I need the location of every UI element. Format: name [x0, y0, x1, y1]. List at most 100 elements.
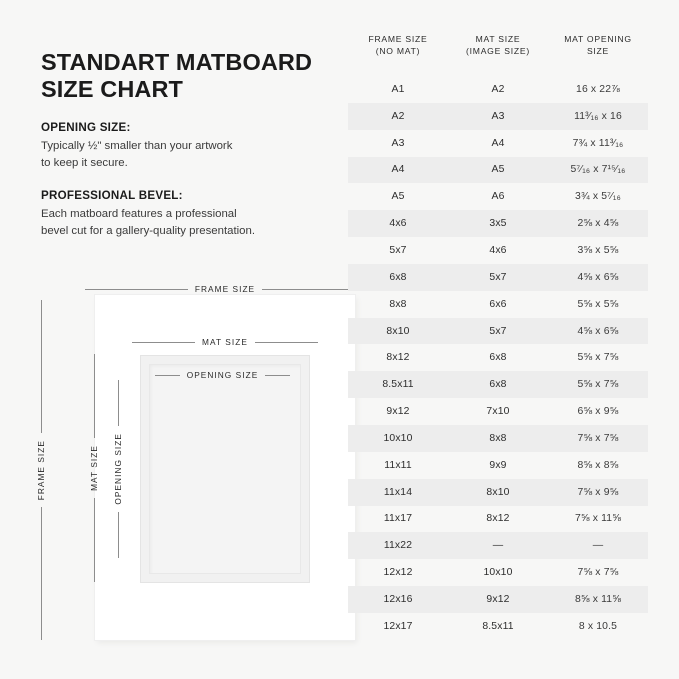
measure-rule-bottom [40, 507, 42, 641]
cell-frame-size: 8.5x11 [382, 379, 414, 391]
cell-mat-opening-size: 5⅝ x 7⅝ [577, 352, 619, 364]
table-row: 8x10 5x7 4⅝ x 6⅝ [348, 317, 648, 345]
cell-frame-size: A2 [391, 110, 405, 122]
table-row: A2 A3 11³⁄₁₆ x 16 [348, 102, 648, 130]
cell-mat-opening-size: 2⅝ x 4⅝ [577, 218, 619, 230]
cell-frame-size: A3 [391, 137, 405, 149]
info-block-professional-bevel: PROFESSIONAL BEVEL: Each matboard featur… [41, 189, 341, 239]
measure-rule-left [85, 288, 188, 290]
cell-mat-size: 8x12 [486, 513, 510, 525]
table-header-row: FRAME SIZE (NO MAT) MAT SIZE (IMAGE SIZE… [348, 30, 648, 76]
measure-rule-bottom [93, 497, 95, 582]
cell-mat-size: 5x7 [489, 325, 507, 337]
cell-mat-size: 6x6 [489, 298, 507, 310]
cell-mat-size: 3x5 [489, 218, 507, 230]
column-header-mat-opening-size: MAT OPENING SIZE [564, 34, 632, 57]
table-row: A3 A4 7¾ x 11³⁄₁₆ [348, 130, 648, 157]
info-body-professional-bevel: Each matboard features a professional be… [41, 208, 256, 237]
cell-mat-size: 6x8 [489, 352, 507, 364]
table-row: 11x17 8x12 7⅝ x 11⅝ [348, 506, 648, 533]
info-body-opening-size: Typically ½" smaller than your artwork t… [41, 140, 233, 169]
cell-mat-size: 4x6 [489, 244, 507, 256]
cell-mat-size: 10x10 [483, 567, 513, 579]
diagram-frame-rectangle [95, 295, 355, 640]
cell-mat-opening-size: 3⅝ x 5⅝ [577, 244, 619, 256]
table-row: 8x8 6x6 5⅝ x 5⅝ [348, 291, 648, 318]
cell-mat-opening-size: 5⁷⁄₁₆ x 7¹⁵⁄₁₆ [570, 164, 626, 176]
measure-label-frame-size-vertical: FRAME SIZE [36, 439, 46, 501]
measure-rule-bottom [117, 511, 119, 558]
measure-rule-right [254, 341, 318, 343]
info-block-opening-size: OPENING SIZE: Typically ½" smaller than … [41, 121, 341, 171]
cell-frame-size: 8x10 [386, 325, 410, 337]
cell-mat-opening-size: 3¾ x 5⁷⁄₁₆ [575, 191, 621, 203]
cell-frame-size: A1 [391, 83, 405, 95]
cell-mat-opening-size: 16 x 22⅞ [576, 83, 620, 95]
cell-frame-size: 12x12 [383, 567, 413, 579]
cell-mat-opening-size: 7⅝ x 7⅝ [577, 432, 619, 444]
cell-mat-size: A4 [491, 137, 505, 149]
table-row: 6x8 5x7 4⅝ x 6⅝ [348, 263, 648, 291]
measure-mat-size-horizontal: MAT SIZE [132, 337, 318, 347]
cell-frame-size: 10x10 [383, 432, 413, 444]
measure-rule-top [117, 380, 119, 427]
cell-frame-size: A5 [391, 191, 405, 203]
cell-mat-size: 8.5x11 [482, 620, 514, 632]
cell-frame-size: 5x7 [389, 244, 407, 256]
left-panel: STANDART MATBOARD SIZE CHART OPENING SIZ… [28, 49, 366, 652]
matboard-diagram: FRAME SIZE MAT SIZE OPENING SIZE FRAME S… [28, 282, 366, 652]
measure-label-opening-size-vertical: OPENING SIZE [113, 433, 123, 505]
cell-frame-size: 8x12 [386, 352, 410, 364]
table-row: A1 A2 16 x 22⅞ [348, 76, 648, 103]
cell-frame-size: 4x6 [389, 218, 407, 230]
cell-frame-size: A4 [391, 164, 405, 176]
info-heading-opening-size: OPENING SIZE: [41, 121, 131, 134]
cell-frame-size: 12x16 [383, 593, 413, 605]
measure-label-mat-size: MAT SIZE [202, 337, 248, 347]
measure-opening-size-horizontal: OPENING SIZE [155, 370, 290, 380]
measure-rule-top [93, 354, 95, 439]
diagram-mat-rectangle [140, 355, 310, 583]
measure-frame-size-vertical: FRAME SIZE [36, 300, 46, 641]
cell-mat-size: A3 [491, 110, 505, 122]
table-row: 8x12 6x8 5⅝ x 7⅝ [348, 344, 648, 371]
cell-mat-size: 9x9 [489, 459, 507, 471]
measure-label-opening-size: OPENING SIZE [186, 370, 259, 380]
cell-frame-size: 9x12 [386, 406, 410, 418]
cell-frame-size: 11x11 [384, 459, 412, 471]
table-row: 8.5x11 6x8 5⅝ x 7⅝ [348, 371, 648, 399]
diagram-opening-rectangle [149, 364, 301, 574]
measure-rule-right [265, 374, 290, 376]
cell-mat-opening-size: 6⅝ x 9⅝ [577, 406, 619, 418]
cell-mat-opening-size: 8⅝ x 8⅝ [577, 459, 619, 471]
cell-mat-size: 6x8 [489, 379, 507, 391]
table-row: 12x12 10x10 7⅝ x 7⅝ [348, 559, 648, 586]
info-heading-professional-bevel: PROFESSIONAL BEVEL: [41, 189, 183, 202]
measure-label-frame-size: FRAME SIZE [194, 284, 256, 294]
measure-rule-right [262, 288, 366, 290]
cell-mat-opening-size: — [592, 540, 604, 552]
matboard-size-table: FRAME SIZE (NO MAT) MAT SIZE (IMAGE SIZE… [348, 30, 648, 640]
cell-frame-size: 12x17 [383, 620, 413, 632]
cell-mat-opening-size: 7⅝ x 7⅝ [577, 567, 619, 579]
measure-rule-left [132, 341, 196, 343]
column-header-mat-size: MAT SIZE (IMAGE SIZE) [466, 34, 530, 57]
cell-mat-opening-size: 8 x 10.5 [578, 620, 618, 632]
measure-rule-top [40, 300, 42, 433]
cell-mat-size: A5 [491, 164, 505, 176]
table-row: 12x16 9x12 8⅝ x 11⅝ [348, 586, 648, 613]
cell-mat-opening-size: 4⅝ x 6⅝ [577, 271, 619, 283]
measure-frame-size-horizontal: FRAME SIZE [85, 284, 366, 294]
cell-mat-size: — [492, 540, 504, 552]
cell-mat-size: 8x8 [489, 432, 507, 444]
table-row: 10x10 8x8 7⅝ x 7⅝ [348, 424, 648, 452]
cell-mat-opening-size: 7¾ x 11³⁄₁₆ [572, 137, 624, 149]
cell-frame-size: 6x8 [389, 271, 407, 283]
cell-mat-opening-size: 8⅝ x 11⅝ [574, 593, 622, 605]
cell-mat-size: 7x10 [486, 406, 510, 418]
table-row: 11x14 8x10 7⅝ x 9⅝ [348, 478, 648, 506]
cell-mat-size: A6 [491, 191, 505, 203]
table-row: A4 A5 5⁷⁄₁₆ x 7¹⁵⁄₁₆ [348, 156, 648, 184]
table-row: A5 A6 3¾ x 5⁷⁄₁₆ [348, 183, 648, 210]
measure-mat-size-vertical: MAT SIZE [89, 354, 99, 582]
